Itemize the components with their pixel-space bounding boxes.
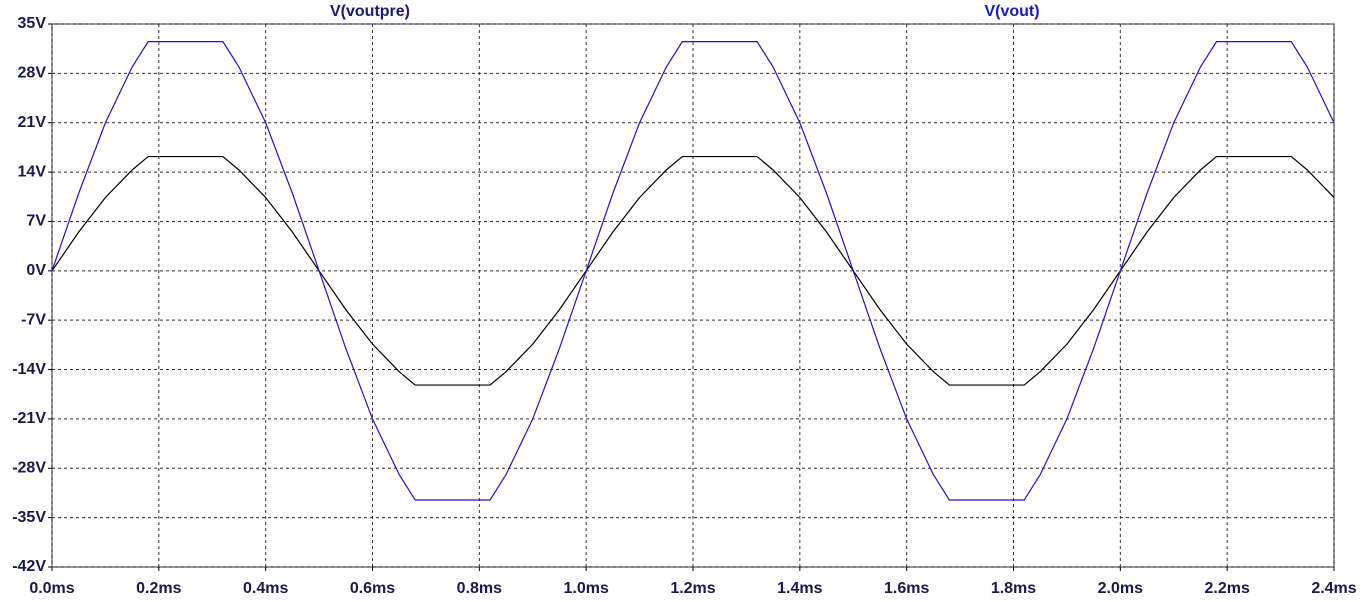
y-tick-label: 14V (18, 163, 47, 180)
series-line (51, 155, 1335, 386)
y-tick-label: -42V (12, 558, 46, 575)
series-line (51, 41, 1335, 501)
y-tick-label: -7V (21, 311, 46, 328)
x-tick-label: 2.0ms (1098, 580, 1143, 597)
y-tick-label: 28V (18, 65, 47, 82)
legend-label: V(vout) (984, 3, 1039, 20)
x-tick-label: 2.4ms (1311, 580, 1356, 597)
x-tick-label: 0.4ms (243, 580, 288, 597)
y-tick-label: -35V (12, 509, 46, 526)
x-tick-label: 1.2ms (670, 580, 715, 597)
x-tick-label: 1.6ms (884, 580, 929, 597)
y-tick-label: 21V (18, 114, 47, 131)
x-tick-label: 1.0ms (563, 580, 608, 597)
x-tick-label: 1.8ms (991, 580, 1036, 597)
y-tick-label: -14V (12, 361, 46, 378)
y-tick-label: 0V (26, 262, 46, 279)
x-tick-label: 0.8ms (457, 580, 502, 597)
x-tick-label: 0.2ms (136, 580, 181, 597)
y-tick-label: -21V (12, 410, 46, 427)
x-tick-label: 0.0ms (29, 580, 74, 597)
y-tick-label: 35V (18, 15, 47, 32)
y-tick-label: -28V (12, 459, 46, 476)
legend-label: V(voutpre) (330, 3, 410, 20)
y-tick-label: 7V (26, 213, 46, 230)
x-tick-label: 1.4ms (777, 580, 822, 597)
x-tick-label: 2.2ms (1204, 580, 1249, 597)
x-tick-label: 0.6ms (350, 580, 395, 597)
